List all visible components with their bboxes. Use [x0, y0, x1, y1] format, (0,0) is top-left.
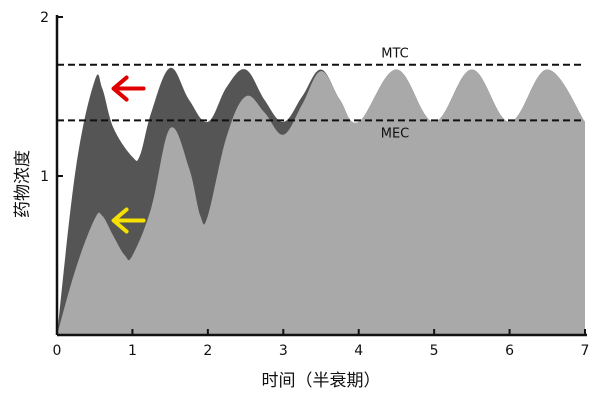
ref-label-mtc: MTC [381, 47, 408, 62]
x-tick-label: 5 [430, 343, 439, 359]
y-axis-title: 药物浓度 [13, 150, 33, 218]
x-tick-label: 0 [53, 343, 62, 359]
y-tick-label: 1 [40, 169, 49, 185]
x-tick-label: 2 [203, 343, 212, 359]
arrow-annotation-1 [111, 75, 146, 102]
x-tick-label: 1 [128, 343, 137, 359]
series-area-2 [57, 69, 585, 335]
x-tick-label: 6 [505, 343, 514, 359]
y-tick-label: 2 [40, 10, 49, 26]
x-tick-label: 7 [581, 343, 590, 359]
x-axis-title: 时间（半衰期） [262, 371, 381, 391]
arrow-annotation-2 [111, 207, 146, 234]
x-tick-label: 4 [354, 343, 363, 359]
ref-label-mec: MEC [381, 126, 410, 141]
x-tick-label: 3 [279, 343, 288, 359]
